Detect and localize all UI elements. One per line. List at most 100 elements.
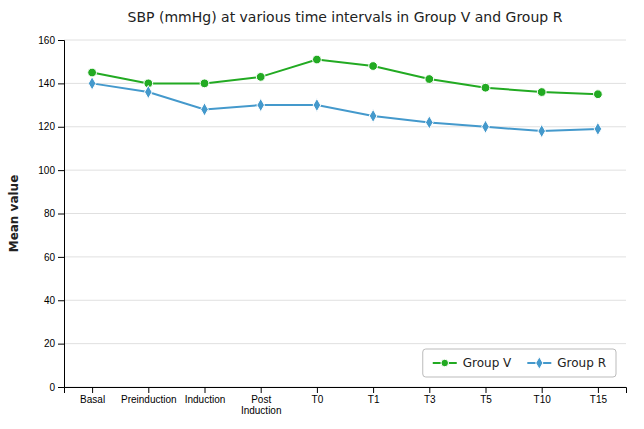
- line: [92, 60, 598, 95]
- y-tick: 40: [44, 295, 64, 306]
- tick-mark: [58, 300, 64, 301]
- plot-area: 0 20 40 60 80 100 120 140 160 Basal Preinduction In…: [38, 35, 626, 416]
- x-tick: T10: [534, 387, 552, 405]
- tick-mark: [58, 214, 64, 215]
- legend-label: Group V: [463, 356, 512, 370]
- tick-mark: [58, 83, 64, 84]
- tick-label: 20: [44, 338, 56, 349]
- x-tick: T3: [424, 387, 436, 405]
- tick-label: 120: [38, 121, 55, 132]
- marker: [425, 75, 434, 84]
- tick-label: Basal: [80, 394, 105, 405]
- grid-line: [64, 40, 626, 41]
- tick-label: 40: [44, 295, 56, 306]
- y-tick: 160: [38, 35, 64, 46]
- marker: [313, 98, 321, 111]
- marker: [426, 116, 434, 129]
- tick-mark: [92, 387, 93, 393]
- y-tick: 100: [38, 165, 64, 176]
- tick-label: 160: [38, 35, 55, 46]
- marker: [482, 120, 490, 133]
- y-tick: 0: [49, 382, 64, 393]
- y-tick: 80: [44, 208, 64, 219]
- x-tick: Preinduction: [121, 387, 177, 405]
- tick-label: 0: [49, 382, 55, 393]
- marker: [88, 77, 96, 90]
- x-tick: T15: [590, 387, 608, 405]
- tick-label: T3: [424, 394, 436, 405]
- tick-label: T0: [312, 394, 324, 405]
- y-axis-title: Mean value: [7, 175, 21, 253]
- marker: [537, 88, 546, 97]
- legend-box: [423, 349, 616, 377]
- legend-swatch: [441, 359, 449, 367]
- tick-mark: [58, 127, 64, 128]
- y-tick: 140: [38, 78, 64, 89]
- marker: [145, 85, 153, 98]
- marker: [538, 125, 546, 138]
- legend: Group V Group R: [423, 349, 616, 377]
- grid-line: [64, 213, 626, 214]
- tick-mark: [486, 387, 487, 393]
- marker: [369, 109, 377, 122]
- x-tick: PostInduction: [241, 387, 282, 416]
- chart: SBP (mmHg) at various time intervals in …: [0, 0, 644, 429]
- x-axis: Basal Preinduction Induction PostInduction T…: [65, 387, 627, 416]
- x-tick: Induction: [185, 387, 226, 405]
- tick-label: Preinduction: [121, 394, 177, 405]
- grid: [64, 40, 626, 387]
- marker: [200, 79, 209, 88]
- marker: [256, 72, 265, 81]
- marker: [201, 103, 209, 116]
- legend-item: Group V: [433, 356, 512, 370]
- tick-mark: [58, 344, 64, 345]
- y-axis: 0 20 40 60 80 100 120 140 160: [38, 35, 64, 393]
- marks: [88, 55, 603, 138]
- line: [92, 83, 598, 131]
- marker: [369, 62, 378, 71]
- axis-line: [58, 41, 65, 388]
- tick-mark: [373, 387, 374, 393]
- x-tick: Basal: [80, 387, 105, 405]
- tick-label: 60: [44, 252, 56, 263]
- title: SBP (mmHg) at various time intervals in …: [128, 9, 563, 25]
- grid-line: [64, 343, 626, 344]
- legend-label: Group R: [557, 356, 606, 370]
- axis-line: [65, 388, 627, 394]
- marker: [313, 55, 322, 64]
- tick-mark: [205, 387, 206, 393]
- x-tick: T0: [312, 387, 324, 405]
- grid-line: [64, 170, 626, 171]
- tick-label: T15: [590, 394, 608, 405]
- marker: [594, 90, 603, 99]
- grid-line: [64, 256, 626, 257]
- tick-label: Induction: [185, 394, 226, 405]
- marker: [594, 122, 602, 135]
- y-tick: 20: [44, 338, 64, 349]
- tick-mark: [58, 257, 64, 258]
- y-tick: 60: [44, 252, 64, 263]
- tick-mark: [58, 387, 64, 388]
- tick-label: PostInduction: [241, 394, 282, 416]
- x-tick: T1: [368, 387, 380, 405]
- y-tick: 120: [38, 121, 64, 132]
- tick-mark: [58, 170, 64, 171]
- tick-mark: [598, 387, 599, 393]
- tick-label: 100: [38, 165, 55, 176]
- tick-mark: [317, 387, 318, 393]
- legend-swatch: [536, 357, 543, 369]
- grid-line: [64, 300, 626, 301]
- tick-label: T1: [368, 394, 380, 405]
- marker: [257, 98, 265, 111]
- legend-item: Group R: [527, 356, 606, 370]
- tick-label: 140: [38, 78, 55, 89]
- marker: [481, 83, 490, 92]
- tick-mark: [58, 40, 64, 41]
- tick-label: T5: [480, 394, 492, 405]
- tick-label: T10: [534, 394, 552, 405]
- tick-mark: [261, 387, 262, 393]
- tick-mark: [429, 387, 430, 393]
- marker: [88, 68, 97, 77]
- tick-label: 80: [44, 208, 56, 219]
- tick-mark: [542, 387, 543, 393]
